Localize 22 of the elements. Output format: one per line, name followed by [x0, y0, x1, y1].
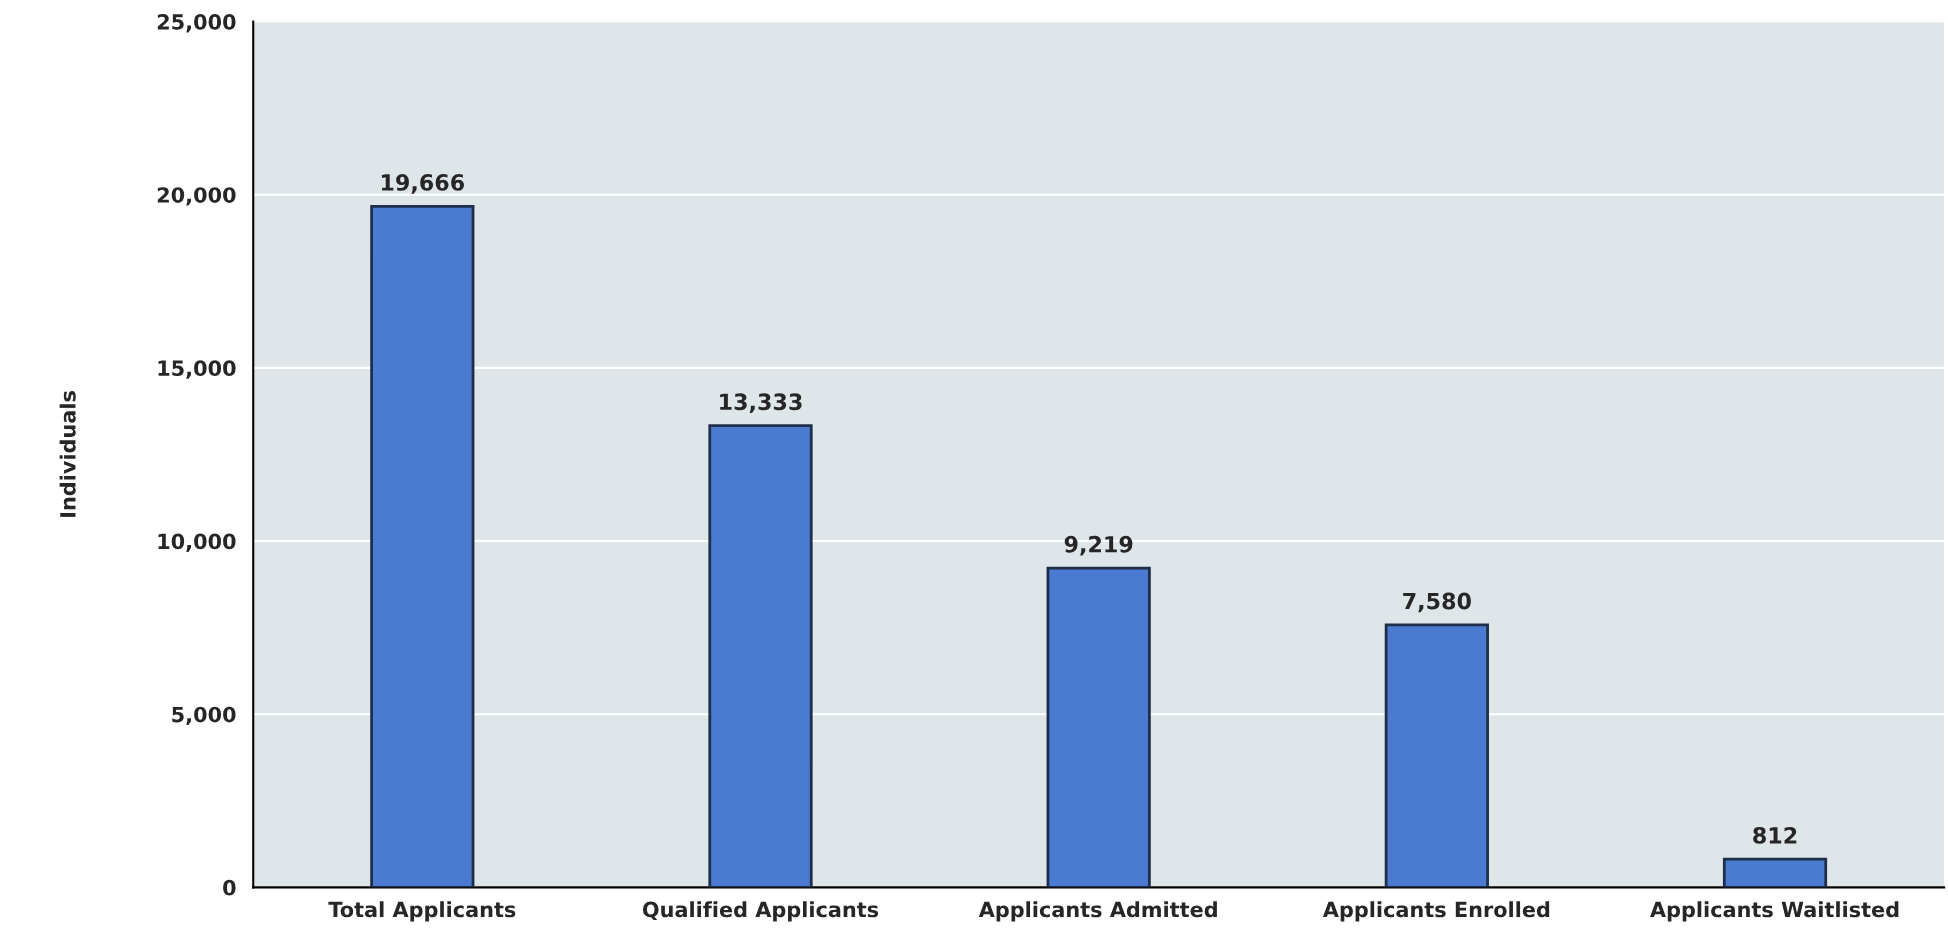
y-tick-label: 5,000 [172, 706, 236, 726]
y-tick-label: 10,000 [158, 533, 236, 552]
x-tick-label: Total Applicants [328, 901, 516, 922]
x-tick-label: Applicants Admitted [978, 901, 1217, 922]
x-tick-label: Qualified Applicants [642, 901, 879, 922]
data-label: 19,666 [381, 174, 465, 194]
bar [1722, 857, 1828, 888]
bar [708, 424, 813, 888]
data-label: 9,219 [1064, 535, 1133, 556]
bar [370, 204, 475, 888]
data-label: 13,333 [720, 393, 802, 414]
y-tick-label: 25,000 [157, 14, 236, 33]
x-tick-label: Applicants Waitlisted [1650, 901, 1899, 922]
y-tick-label: 0 [223, 879, 236, 896]
data-label: 7,580 [1403, 592, 1471, 613]
bar [1046, 566, 1151, 888]
x-tick-label: Applicants Enrolled [1322, 901, 1550, 922]
y-axis-title: Individuals [59, 391, 76, 517]
y-tick-label: 20,000 [157, 187, 236, 206]
y-tick-label: 15,000 [158, 360, 236, 379]
data-label: 812 [1753, 826, 1797, 844]
bar [1384, 623, 1489, 888]
